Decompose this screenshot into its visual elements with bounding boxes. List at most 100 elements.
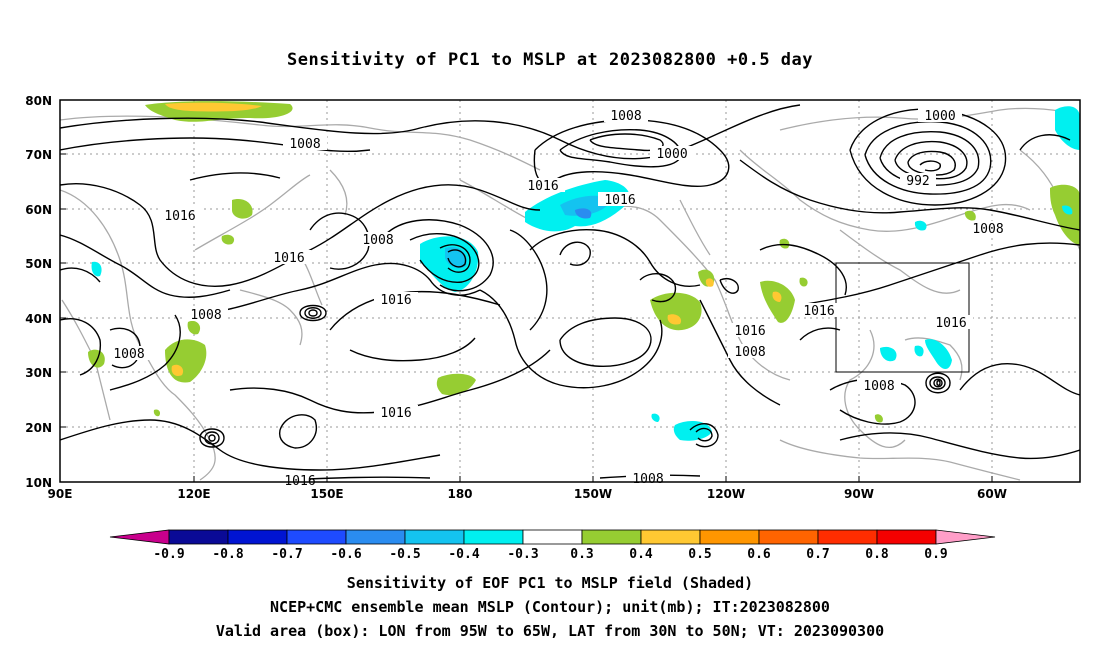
contour-label: 1016: [374, 405, 418, 421]
svg-text:1016: 1016: [380, 406, 411, 421]
colorbar-label: 0.5: [688, 547, 711, 562]
lon-label: 150W: [574, 487, 612, 501]
lat-label: 50N: [25, 257, 52, 271]
colorbar-label: -0.9: [153, 547, 184, 562]
lon-label: 180: [447, 487, 472, 501]
colorbar-label: 0.3: [570, 547, 593, 562]
contour-label: 1016: [929, 315, 973, 331]
svg-text:1008: 1008: [632, 472, 663, 487]
colorbar-label: 0.7: [806, 547, 829, 562]
lat-label: 30N: [25, 366, 52, 380]
svg-text:1000: 1000: [924, 109, 955, 124]
colorbar-swatch: [168, 529, 229, 545]
lon-label: 150E: [310, 487, 343, 501]
lat-label: 80N: [25, 94, 52, 108]
contour-label: 1016: [374, 292, 418, 308]
contour-label: 1016: [158, 208, 202, 224]
svg-text:992: 992: [906, 174, 929, 189]
sensitivity-shading: [88, 101, 1080, 441]
lon-label: 60W: [977, 487, 1007, 501]
colorbar-label: -0.7: [271, 547, 302, 562]
lat-label: 20N: [25, 421, 52, 435]
latitude-labels: 80N 70N 60N 50N 40N 30N 20N 10N: [25, 94, 52, 490]
svg-text:1016: 1016: [273, 251, 304, 266]
contour-label: 1016: [728, 323, 772, 339]
caption-line-1: Sensitivity of EOF PC1 to MSLP field (Sh…: [346, 574, 754, 592]
colorbar-label: 0.4: [629, 547, 653, 562]
colorbar-left-arrow: [109, 529, 170, 545]
svg-text:1008: 1008: [863, 379, 894, 394]
colorbar-label: -0.8: [212, 547, 243, 562]
svg-text:1016: 1016: [164, 209, 195, 224]
colorbar-swatch: [227, 529, 288, 545]
svg-text:1016: 1016: [803, 304, 834, 319]
contour-label: 1016: [797, 303, 841, 319]
lat-label: 60N: [25, 203, 52, 217]
colorbar-label: -0.6: [330, 547, 361, 562]
contour-label: 1008: [857, 378, 901, 394]
colorbar-swatch: [876, 529, 937, 545]
plot-frame: [59, 99, 1081, 483]
caption-line-3: Valid area (box): LON from 95W to 65W, L…: [215, 622, 885, 640]
colorbar-swatch: [522, 529, 583, 545]
contour-label: 1000: [650, 146, 694, 162]
colorbar: -0.9 -0.8 -0.7 -0.6 -0.5 -0.4 -0.3 0.3 0.4 0.5 0.6…: [109, 529, 996, 562]
colorbar-label: 0.8: [865, 547, 889, 562]
svg-text:1008: 1008: [289, 137, 320, 152]
contour-label: 1008: [728, 344, 772, 360]
contour-label: 1008: [356, 232, 400, 248]
contour-label: 1008: [107, 346, 151, 362]
svg-text:1008: 1008: [362, 233, 393, 248]
svg-text:1008: 1008: [610, 109, 641, 124]
colorbar-swatch: [581, 529, 642, 545]
plot-area: [60, 100, 1080, 482]
lon-label: 120W: [707, 487, 745, 501]
contour-label: 992: [900, 173, 936, 189]
caption-line-2: NCEP+CMC ensemble mean MSLP (Contour); u…: [270, 598, 830, 616]
colorbar-label: 0.9: [924, 547, 947, 562]
contour-label: 1000: [918, 108, 962, 124]
svg-text:1016: 1016: [935, 316, 966, 331]
contour-label: 1008: [184, 307, 228, 323]
colorbar-swatch: [404, 529, 465, 545]
colorbar-swatch: [345, 529, 406, 545]
contour-label: 1016: [598, 192, 642, 208]
svg-text:1016: 1016: [527, 179, 558, 194]
contour-label: 1008: [604, 108, 648, 124]
contour-label: 1008: [966, 221, 1010, 237]
colorbar-swatch: [286, 529, 347, 545]
colorbar-label: -0.3: [507, 547, 538, 562]
contour-label: 1016: [521, 178, 565, 194]
axis-ticks: [60, 153, 993, 482]
colorbar-swatch: [758, 529, 819, 545]
lon-label: 120E: [177, 487, 210, 501]
contour-label: 1008: [626, 472, 670, 487]
colorbar-label: -0.4: [448, 547, 479, 562]
colorbar-swatch: [640, 529, 701, 545]
lat-label: 40N: [25, 312, 52, 326]
lat-label: 70N: [25, 148, 52, 162]
colorbar-swatch: [463, 529, 524, 545]
map-title: Sensitivity of PC1 to MSLP at 2023082800…: [286, 50, 813, 70]
contour-label: 1008: [283, 136, 327, 152]
lon-label: 90W: [844, 487, 874, 501]
svg-text:1016: 1016: [380, 293, 411, 308]
lat-label: 10N: [25, 476, 52, 490]
colorbar-swatch: [817, 529, 878, 545]
contour-labels: 1008 1016 1016 1008 1016 1008 1008 1016 …: [107, 108, 1010, 489]
svg-text:1000: 1000: [656, 147, 687, 162]
svg-text:1008: 1008: [972, 222, 1003, 237]
lon-label: 90E: [48, 487, 73, 501]
svg-text:1008: 1008: [113, 347, 144, 362]
colorbar-swatch: [699, 529, 760, 545]
colorbar-label: 0.6: [747, 547, 771, 562]
svg-text:1008: 1008: [734, 345, 765, 360]
svg-text:1016: 1016: [734, 324, 765, 339]
svg-text:1016: 1016: [604, 193, 635, 208]
colorbar-label: -0.5: [389, 547, 420, 562]
svg-text:1008: 1008: [190, 308, 221, 323]
longitude-labels: 90E 120E 150E 180 150W 120W 90W 60W: [48, 487, 1007, 501]
colorbar-right-arrow: [935, 529, 996, 545]
contour-label: 1016: [267, 250, 311, 266]
